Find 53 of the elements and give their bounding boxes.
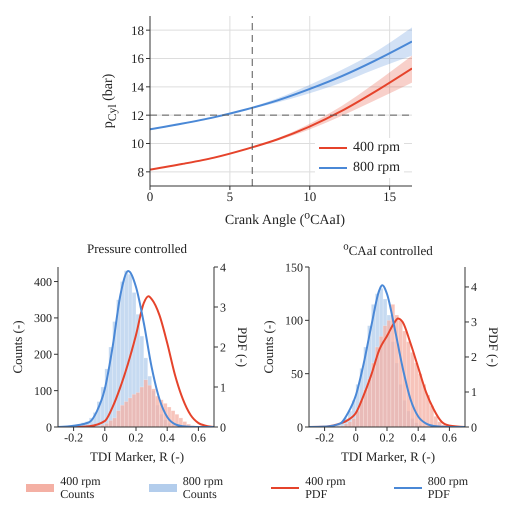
x-tick-label: 15 bbox=[383, 189, 396, 204]
y-tick-label: 14 bbox=[131, 79, 144, 94]
x-tick-label: -0.2 bbox=[64, 430, 84, 444]
y-axis-title: Counts (-) bbox=[261, 320, 276, 374]
legend-label: 400 rpm PDF bbox=[305, 474, 347, 502]
y2-tick-label: 1 bbox=[220, 380, 226, 394]
y-tick-label: 0 bbox=[46, 420, 52, 434]
legend-label: 800 rpm Counts bbox=[182, 474, 224, 502]
x-tick-label: 0.6 bbox=[190, 430, 206, 444]
y2-tick-label: 4 bbox=[220, 260, 226, 274]
x-axis-title: TDI Marker, R (-) bbox=[340, 448, 436, 464]
legend-label: 800 rpm PDF bbox=[428, 474, 470, 502]
x-tick-label: -0.2 bbox=[315, 430, 334, 444]
x-axis-title: TDI Marker, R (-) bbox=[90, 448, 184, 464]
x-tick-label: 5 bbox=[226, 189, 234, 204]
y2-tick-label: 1 bbox=[471, 384, 477, 399]
chart-title: $^{o}$CAaI controlled bbox=[343, 240, 433, 258]
y2-tick-label: 3 bbox=[220, 300, 226, 314]
y2-tick-label: 2 bbox=[471, 350, 477, 364]
y2-axis-title: PDF (-) bbox=[235, 326, 250, 367]
x-tick-label: 0.4 bbox=[160, 430, 175, 444]
y-tick-label: 300 bbox=[34, 310, 52, 325]
y-tick-label: 0 bbox=[297, 420, 303, 434]
y2-tick-label: 4 bbox=[471, 280, 477, 294]
legend-label: 400 rpm Counts bbox=[60, 474, 102, 502]
x-tick-label: 0.2 bbox=[128, 430, 144, 444]
x-axis-title: Crank Angle ($^{o}$CAaI) bbox=[224, 208, 346, 228]
y-tick-label: 10 bbox=[131, 136, 144, 152]
legend-label: 400 rpm bbox=[352, 140, 400, 156]
y-tick-label: 12 bbox=[131, 108, 144, 123]
y2-tick-label: 0 bbox=[220, 420, 226, 434]
y2-axis-title: PDF (-) bbox=[486, 326, 501, 367]
y-tick-label: 16 bbox=[131, 51, 144, 66]
y-tick-label: 150 bbox=[285, 260, 303, 274]
y-axis-title: Counts (-) bbox=[10, 320, 25, 374]
y2-tick-label: 2 bbox=[220, 340, 226, 354]
x-tick-label: 10 bbox=[303, 189, 316, 204]
x-tick-label: 0 bbox=[102, 430, 108, 444]
y-tick-label: 100 bbox=[34, 384, 52, 398]
y-tick-label: 8 bbox=[138, 164, 144, 180]
y-tick-label: 100 bbox=[285, 313, 303, 328]
x-tick-label: 0 bbox=[352, 430, 359, 444]
y-tick-label: 18 bbox=[131, 22, 144, 38]
y-tick-label: 200 bbox=[34, 347, 52, 362]
y-tick-label: 400 bbox=[34, 274, 52, 288]
y2-tick-label: 0 bbox=[471, 420, 477, 434]
y-tick-label: 50 bbox=[291, 366, 303, 381]
x-tick-label: 0.2 bbox=[380, 430, 394, 444]
x-tick-label: 0.4 bbox=[410, 430, 426, 444]
chart-title: Pressure controlled bbox=[86, 240, 187, 256]
y2-tick-label: 3 bbox=[471, 314, 477, 329]
legend-label: 800 rpm bbox=[352, 160, 400, 176]
x-tick-label: 0.6 bbox=[442, 430, 457, 444]
